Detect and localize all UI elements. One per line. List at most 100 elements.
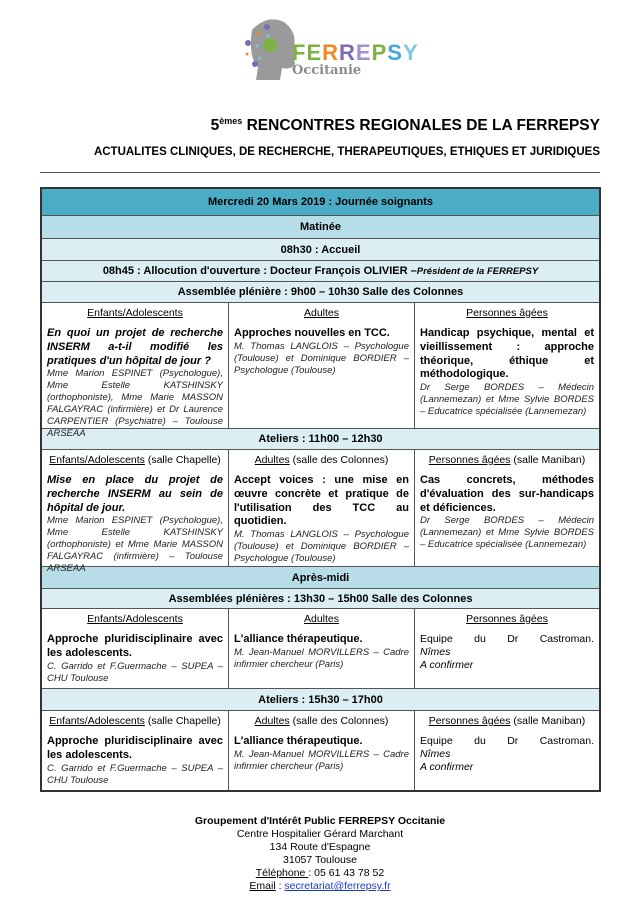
session-speakers: M. Jean-Manuel MORVILLERS – Cadre infirm… [234,646,409,670]
session-topic: Handicap psychique, mental et vieillisse… [420,327,594,381]
brand-letter: E [355,40,372,65]
workshops1-sessions: Enfants/Adolescents (salle Chapelle) Mise… [42,450,599,574]
opening-role: Président de la FERREPSY [416,265,539,277]
footer: Groupement d'Intérêt Public FERREPSY Occ… [0,815,640,893]
audience-label: Enfants/Adolescents [87,613,183,625]
audience-heading: Adultes [234,307,409,320]
brand-letter: S [387,40,403,65]
workshops2-header: Ateliers : 15h30 – 17h00 [42,689,599,711]
workshops2-sessions: Enfants/Adolescents (salle Chapelle) Appr… [42,711,599,790]
audience-label: Enfants/Adolescents [49,454,145,466]
footer-city: 31057 Toulouse [283,854,357,866]
audience-heading: Personnes âgées (salle Maniban) [420,454,594,467]
plenary1-header: Assemblée plénière : 9h00 – 10h30 Salle … [42,282,599,303]
session-city: Nîmes [420,646,451,659]
session-cell: Personnes âgées (salle Maniban) Cas concr… [414,450,599,566]
brand-name: FERREPSY [292,40,419,66]
audience-label: Personnes âgées [466,307,548,319]
room-label: (salle Maniban) [510,454,586,466]
room-label: (salle Chapelle) [144,454,221,466]
brand-letter: R [339,40,356,65]
audience-label: Adultes [303,307,340,319]
session-cell: Enfants/Adolescents En quoi un projet de … [42,303,228,439]
welcome-row: 08h30 : Accueil [42,239,599,261]
plenary1-sessions: Enfants/Adolescents En quoi un projet de … [42,303,599,439]
audience-heading: Adultes (salle des Colonnes) [234,715,409,728]
session-team: Equipe du Dr Castroman. [420,633,594,646]
morning-header: Matinée [42,216,599,239]
audience-label: Adultes [303,613,340,625]
session-speakers: M. Jean-Manuel MORVILLERS – Cadre infirm… [234,748,409,772]
divider [40,172,600,173]
session-cell: Personnes âgées Handicap psychique, menta… [414,303,599,428]
session-speakers: C. Garrido et F.Guermache – SUPEA – CHU … [47,660,223,684]
audience-heading: Personnes âgées [420,613,594,626]
audience-label: Personnes âgées [466,613,548,625]
session-speakers: M. Thomas LANGLOIS – Psychologue (Toulou… [234,340,409,376]
audience-heading: Enfants/Adolescents (salle Chapelle) [47,454,223,467]
email-sep: : [275,880,285,892]
session-cell: Adultes L'alliance thérapeutique. M. Jean-… [228,609,414,688]
footer-org: Groupement d'Intérêt Public FERREPSY Occ… [194,815,446,827]
audience-heading: Personnes âgées [420,307,594,320]
audience-heading: Adultes (salle des Colonnes) [234,454,409,467]
footer-phone: Téléphone : 05 61 43 78 52 [0,867,640,880]
audience-heading: Enfants/Adolescents (salle Chapelle) [47,715,223,728]
session-speakers: Mme Marion ESPINET (Psychologue), Mme Es… [47,515,223,574]
email-link[interactable]: secretariat@ferrepsy.fr [284,880,391,892]
opening-text: 08h45 : Allocution d'ouverture : Docteur… [102,265,417,277]
brand-subtitle: Occitanie [292,63,362,78]
session-team: Equipe du Dr Castroman. [420,735,594,748]
session-cell: Enfants/Adolescents (salle Chapelle) Mise… [42,450,228,574]
session-speakers: C. Garrido et F.Guermache – SUPEA – CHU … [47,762,223,786]
head-logo-icon [245,19,299,80]
audience-heading: Personnes âgées (salle Maniban) [420,715,594,728]
audience-label: Enfants/Adolescents [87,307,183,319]
footer-email: Email : secretariat@ferrepsy.fr [0,880,640,893]
session-topic: L'alliance thérapeutique. [234,735,363,748]
audience-heading: Enfants/Adolescents [47,613,223,626]
brand-letter: P [371,40,388,65]
session-cell: Personnes âgées (salle Maniban) Equipe du… [414,711,599,790]
session-cell: Personnes âgées Equipe du Dr Castroman. Nî… [414,609,599,688]
room-label: (salle des Colonnes) [289,454,389,466]
session-speakers: M. Thomas LANGLOIS – Psychologue (Toulou… [234,529,409,564]
session-cell: Adultes (salle des Colonnes) L'alliance t… [228,711,414,790]
session-speakers: Mme Marion ESPINET (Psychologue), Mme Es… [47,368,223,439]
room-label: (salle des Colonnes) [289,715,389,727]
workshops1-header: Ateliers : 11h00 – 12h30 [42,429,599,450]
brand-letter: F [292,40,307,65]
footer-hospital: Centre Hospitalier Gérard Marchant [236,828,404,840]
session-cell: Adultes (salle des Colonnes) Accept voice… [228,450,414,566]
session-topic: Approches nouvelles en TCC. [234,327,390,340]
room-label: (salle Maniban) [510,715,586,727]
session-speakers: Dr Serge BORDES – Médecin (Lannemezan) e… [420,515,594,551]
plenary2-header: Assemblées plénières : 13h30 – 15h00 Sal… [42,589,599,609]
audience-heading: Adultes [234,613,409,626]
session-topic: Mise en place du projet de recherche INS… [47,474,223,514]
audience-heading: Enfants/Adolescents [47,307,223,320]
audience-label: Enfants/Adolescents [49,715,145,727]
room-label: (salle Chapelle) [144,715,221,727]
session-topic: Approche pluridisciplinaire avec les ado… [47,633,223,659]
page-title: 5èmes RENCONTRES REGIONALES DE LA FERREP… [211,116,600,135]
session-topic: En quoi un projet de recherche INSERM a-… [47,327,223,367]
audience-label: Adultes [254,715,290,727]
brand-letter: R [322,40,340,65]
session-topic: Cas concrets, méthodes d'évaluation des … [420,474,594,514]
title-ordinal: 5 [210,117,220,135]
email-label: Email [249,880,276,892]
session-topic: Accept voices : une mise en œuvre concrè… [234,474,409,528]
session-cell: Enfants/Adolescents Approche pluridiscipl… [42,609,228,688]
session-topic: Approche pluridisciplinaire avec les ado… [47,735,223,761]
page-subtitle: ACTUALITES CLINIQUES, DE RECHERCHE, THER… [93,146,600,158]
opening-row: 08h45 : Allocution d'ouverture : Docteur… [42,261,599,282]
session-note: A confirmer [420,761,474,774]
afternoon-header: Après-midi [42,567,599,589]
phone-label: Téléphone [255,867,309,879]
title-sup: èmes [219,116,243,126]
audience-label: Personnes âgées [428,454,511,466]
day-header: Mercredi 20 Mars 2019 : Journée soignant… [42,189,599,216]
session-speakers: Dr Serge BORDES – Médecin (Lannemezan) e… [420,382,594,417]
session-note: A confirmer [420,659,474,672]
